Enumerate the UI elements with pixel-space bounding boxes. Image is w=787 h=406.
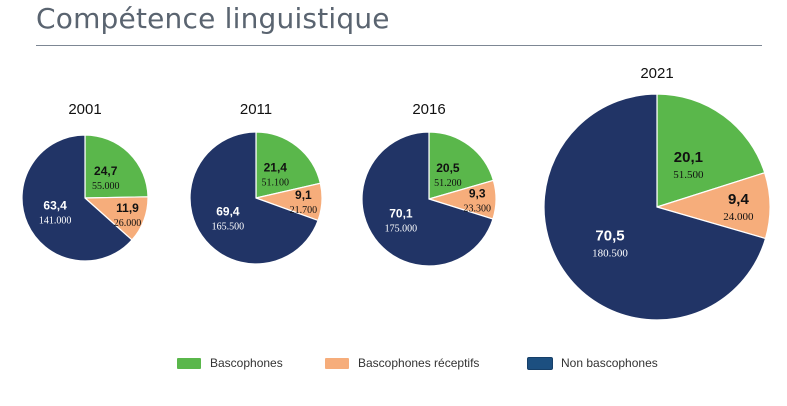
legend-swatch-orange bbox=[324, 356, 350, 370]
data-label-count-non-bascophones: 165.500 bbox=[212, 222, 245, 233]
data-label-count-non-bascophones: 180.500 bbox=[592, 247, 628, 259]
pie-2016: 2016 20,5 51.200 9,3 23.300 70,1 175.000 bbox=[361, 101, 497, 267]
pie-slice-non-bascophones bbox=[21, 134, 133, 262]
data-label-pct-non-bascophones: 69,4 bbox=[216, 205, 240, 219]
pie-title: 2011 bbox=[240, 101, 272, 118]
pie-title: 2016 bbox=[412, 101, 445, 118]
data-label-count-bascophones: 51.500 bbox=[673, 169, 704, 181]
pie-2011: 2011 21,4 51.100 9,1 21.700 69,4 165.500 bbox=[189, 101, 323, 265]
data-label-count-non-bascophones: 141.000 bbox=[39, 215, 72, 226]
data-label-pct-bascophones: 20,1 bbox=[674, 149, 703, 166]
legend-item-bascophones: Bascophones bbox=[176, 356, 283, 370]
data-label-pct-non-bascophones: 70,5 bbox=[595, 227, 624, 244]
legend-item-bascophones-receptifs: Bascophones réceptifs bbox=[324, 356, 479, 370]
data-label-pct-bascophones-receptifs: 11,9 bbox=[116, 201, 139, 215]
title-divider bbox=[36, 45, 762, 46]
data-label-pct-bascophones: 21,4 bbox=[264, 161, 288, 175]
data-label-pct-bascophones-receptifs: 9,4 bbox=[728, 191, 750, 208]
data-label-count-bascophones: 55.000 bbox=[92, 181, 120, 192]
pie-title: 2021 bbox=[640, 65, 673, 82]
pie-2021: 2021 20,1 51.500 9,4 24.000 70,5 180.500 bbox=[543, 65, 771, 321]
pie-slice-non-bascophones bbox=[189, 131, 319, 265]
data-label-count-bascophones-receptifs: 24.000 bbox=[723, 211, 754, 223]
legend-label: Bascophones réceptifs bbox=[358, 356, 480, 370]
data-label-count-bascophones-receptifs: 21.700 bbox=[290, 205, 318, 216]
pie-slice-non-bascophones bbox=[543, 93, 767, 321]
data-label-count-bascophones-receptifs: 26.000 bbox=[114, 218, 142, 229]
data-label-pct-bascophones: 24,7 bbox=[94, 164, 118, 178]
data-label-pct-bascophones: 20,5 bbox=[436, 161, 460, 175]
legend-swatch-green bbox=[176, 356, 202, 370]
pie-slice-bascophones bbox=[656, 93, 766, 208]
pie-slice-non-bascophones bbox=[361, 131, 494, 267]
pie-2001: 2001 24,7 55.000 11,9 26.000 63,4 141.000 bbox=[21, 101, 149, 262]
data-label-count-bascophones-receptifs: 23.300 bbox=[463, 204, 491, 215]
pie-slice-bascophones bbox=[84, 134, 149, 199]
legend: Bascophones Bascophones réceptifs Non ba… bbox=[0, 356, 787, 376]
data-label-count-bascophones: 51.200 bbox=[434, 178, 462, 189]
pie-slice-bascophones bbox=[428, 131, 495, 200]
data-label-pct-bascophones-receptifs: 9,3 bbox=[469, 187, 486, 201]
data-label-count-non-bascophones: 175.000 bbox=[385, 224, 418, 235]
pie-slice-bascophones bbox=[255, 131, 322, 199]
data-label-pct-bascophones-receptifs: 9,1 bbox=[295, 188, 312, 202]
data-label-count-bascophones: 51.100 bbox=[262, 178, 290, 189]
pie-title: 2001 bbox=[68, 101, 101, 118]
legend-swatch-navy bbox=[527, 356, 553, 370]
data-label-pct-non-bascophones: 70,1 bbox=[389, 207, 413, 221]
data-label-pct-non-bascophones: 63,4 bbox=[43, 198, 67, 212]
legend-item-non-bascophones: Non bascophones bbox=[527, 356, 658, 370]
page-title: Compétence linguistique bbox=[36, 2, 390, 35]
legend-label: Bascophones bbox=[210, 356, 283, 370]
legend-label: Non bascophones bbox=[561, 356, 658, 370]
